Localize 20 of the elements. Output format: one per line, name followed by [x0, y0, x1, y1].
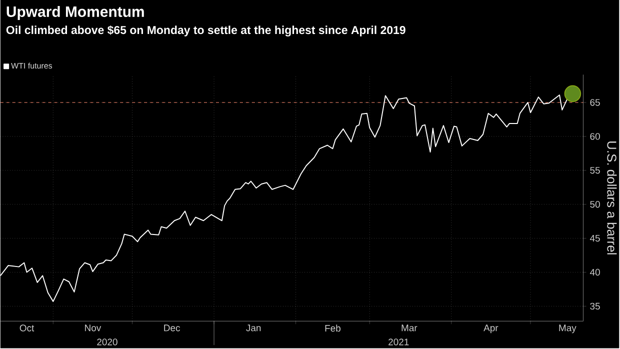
x-tick-label: Dec	[164, 324, 180, 332]
y-tick-label: 40	[590, 269, 600, 276]
x-tick-label: Apr	[484, 324, 498, 334]
x-tick-label: May	[559, 324, 576, 334]
x-tick-label: Oct	[20, 324, 34, 332]
x-tick-label: Mar	[402, 324, 418, 332]
y-tick-label: 35	[590, 302, 600, 310]
x-tick-label: Feb	[325, 324, 340, 332]
y-tick-label: 55	[590, 167, 600, 174]
chart-title: Upward Momentum	[6, 6, 144, 20]
y-tick-label: 45	[590, 235, 600, 242]
y-tick-label: 65	[590, 99, 600, 106]
y-tick-label: 50	[590, 201, 600, 208]
x-tick-label: Jan	[246, 324, 261, 332]
chart-subtitle: Oil climbed above $65 on Monday to settle at the highest since April 2019	[6, 26, 406, 37]
x-tick-label: Nov	[85, 324, 102, 332]
y-tick-label: 60	[590, 133, 600, 140]
y-axis-title: U.S. dollars a barrel	[607, 142, 617, 254]
text: 2021	[388, 338, 409, 346]
text: 2020	[97, 338, 118, 346]
